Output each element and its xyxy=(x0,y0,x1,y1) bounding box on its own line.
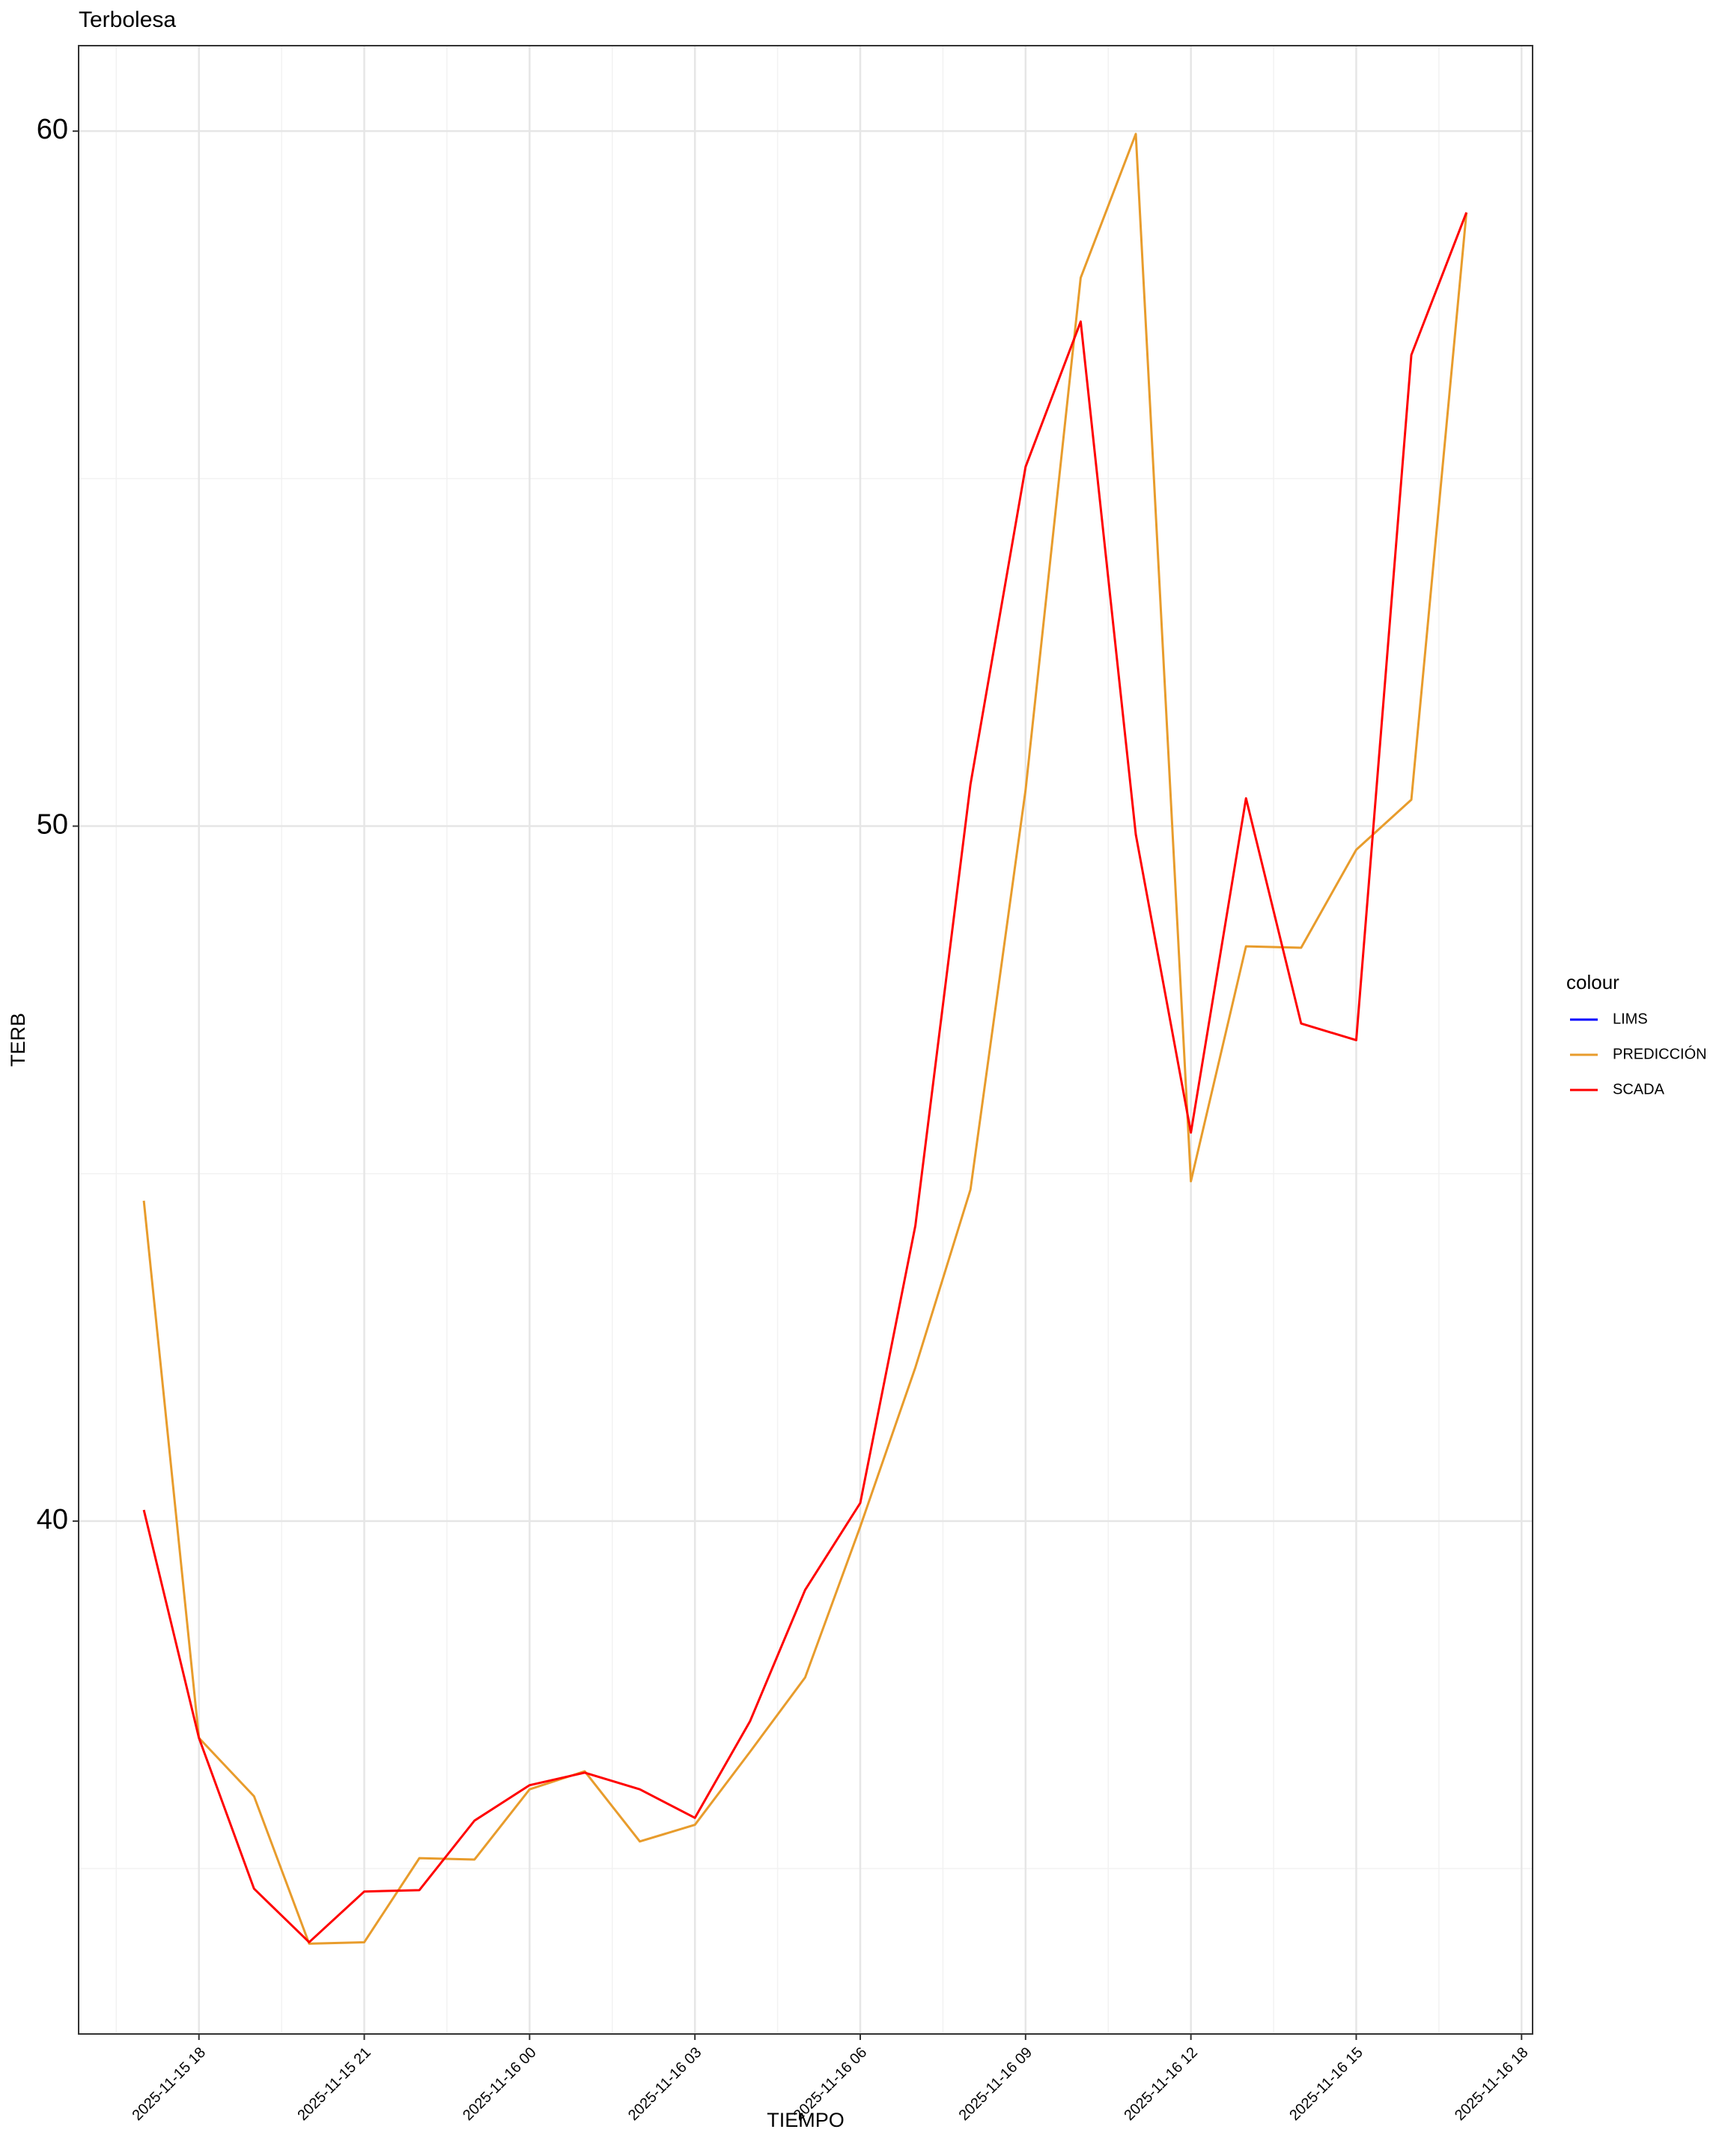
y-tick-label: 40 xyxy=(37,1504,68,1535)
plot-border xyxy=(78,45,1533,2035)
series-line xyxy=(142,133,1468,1945)
legend-title: colour xyxy=(1566,971,1619,993)
y-axis-title: TERB xyxy=(7,1013,29,1067)
y-tick-label: 50 xyxy=(37,809,68,841)
legend-label: PREDICCIÓN xyxy=(1613,1045,1707,1062)
chart-title: Terbolesa xyxy=(79,7,176,32)
series-line xyxy=(142,212,1468,1943)
y-tick-label: 60 xyxy=(37,114,68,145)
legend-label: SCADA xyxy=(1613,1081,1665,1097)
legend-label: LIMS xyxy=(1613,1011,1648,1027)
x-axis-title: TIEMPO xyxy=(767,2109,845,2131)
